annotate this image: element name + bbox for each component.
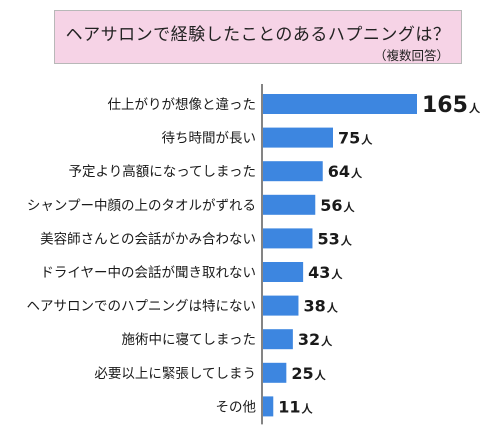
bar (263, 362, 287, 383)
value-label: 38人 (303, 297, 338, 316)
value-label: 43人 (308, 263, 343, 282)
value-unit: 人 (361, 133, 373, 147)
bar (263, 228, 313, 249)
value-unit: 人 (315, 368, 327, 382)
category-label: 美容師さんとの会話がかみ合わない (40, 230, 256, 247)
value-label: 56人 (320, 196, 355, 215)
value-label: 25人 (291, 364, 326, 383)
value-unit: 人 (327, 301, 339, 315)
value-unit: 人 (469, 101, 480, 115)
value-unit: 人 (351, 166, 363, 180)
bar (263, 161, 323, 182)
value-label: 165人 (422, 93, 480, 118)
chart-subtitle: （複数回答） (373, 48, 449, 63)
value-unit: 人 (302, 401, 314, 415)
category-label: ヘアサロンでのハプニングは特にない (27, 299, 257, 315)
title-box: ヘアサロンで経験したことのあるハプニングは？ （複数回答） (54, 10, 462, 64)
bar (263, 127, 333, 148)
value-unit: 人 (344, 200, 356, 214)
bar (263, 262, 304, 282)
value-label: 32人 (298, 330, 333, 349)
category-label: ドライヤー中の会話が聞き取れない (40, 264, 256, 281)
value-label: 64人 (328, 162, 363, 181)
value-label: 53人 (317, 229, 352, 248)
category-label: 施術中に寝てしまった (122, 331, 256, 348)
bar (263, 295, 299, 316)
category-label: 必要以上に緊張してしまう (94, 366, 256, 382)
value-label: 11人 (278, 397, 313, 416)
value-label: 75人 (338, 129, 373, 148)
bar (263, 329, 293, 350)
value-unit: 人 (331, 267, 343, 281)
category-label: その他 (216, 399, 257, 415)
chart-title: ヘアサロンで経験したことのあるハプニングは？ (65, 25, 451, 45)
category-label: 仕上がりが想像と違った (108, 97, 257, 113)
value-unit: 人 (341, 233, 353, 247)
bar (263, 94, 417, 114)
value-unit: 人 (321, 334, 333, 348)
bar (263, 396, 274, 417)
category-label: シャンプー中顔の上のタオルがずれる (27, 198, 256, 214)
bar (263, 194, 316, 215)
category-label: 待ち時間が長い (162, 131, 257, 147)
category-label: 予定より高額になってしまった (68, 163, 256, 180)
